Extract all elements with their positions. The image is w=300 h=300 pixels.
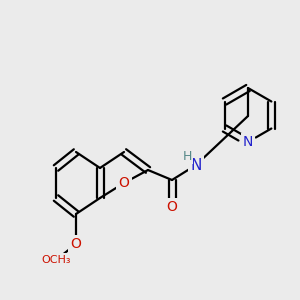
Text: O: O <box>118 176 129 190</box>
Text: O: O <box>70 237 81 251</box>
Text: H: H <box>182 149 192 163</box>
Text: OCH₃: OCH₃ <box>41 255 71 265</box>
Text: N: N <box>243 135 253 149</box>
Text: N: N <box>190 158 202 172</box>
Text: O: O <box>167 200 177 214</box>
